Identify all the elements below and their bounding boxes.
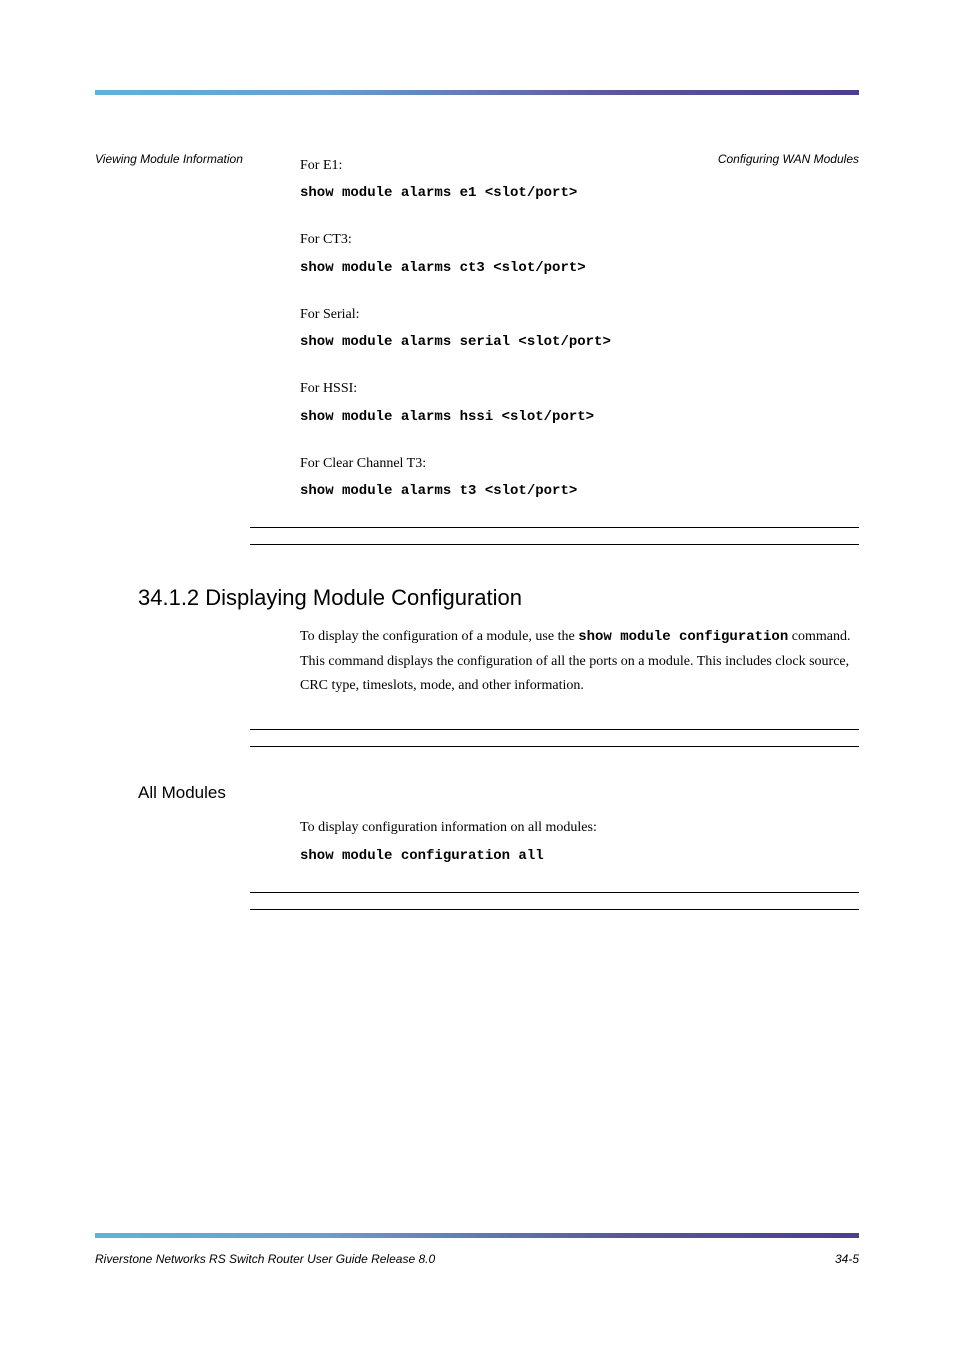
header-right: Configuring WAN Modules: [718, 152, 859, 166]
command-serial: show module alarms serial <slot/port>: [300, 334, 859, 350]
desc-part1: To display the configuration of a module…: [300, 629, 578, 644]
intro-ct3: For CT3:: [300, 229, 859, 251]
intro-t3: For Clear Channel T3:: [300, 453, 859, 475]
section-t3: For Clear Channel T3: show module alarms…: [300, 453, 859, 499]
footer-left: Riverstone Networks RS Switch Router Use…: [95, 1252, 435, 1266]
sub-heading: All Modules: [138, 783, 859, 803]
divider-line: [250, 544, 859, 545]
divider-line: [250, 746, 859, 747]
section-heading: 34.1.2 Displaying Module Configuration: [138, 585, 859, 611]
intro-hssi: For HSSI:: [300, 378, 859, 400]
top-gradient-bar: [95, 90, 859, 95]
main-content: For E1: show module alarms e1 <slot/port…: [0, 155, 954, 910]
divider-line: [250, 909, 859, 910]
section-hssi: For HSSI: show module alarms hssi <slot/…: [300, 378, 859, 424]
desc-command: show module configuration: [578, 629, 788, 645]
bottom-gradient-bar: [95, 1233, 859, 1238]
section-ct3: For CT3: show module alarms ct3 <slot/po…: [300, 229, 859, 275]
intro-serial: For Serial:: [300, 304, 859, 326]
header-left: Viewing Module Information: [95, 152, 243, 166]
all-command: show module configuration all: [300, 848, 859, 864]
command-hssi: show module alarms hssi <slot/port>: [300, 409, 859, 425]
command-ct3: show module alarms ct3 <slot/port>: [300, 260, 859, 276]
all-intro: To display configuration information on …: [300, 817, 859, 839]
description-text: To display the configuration of a module…: [300, 625, 859, 697]
section-serial: For Serial: show module alarms serial <s…: [300, 304, 859, 350]
command-e1: show module alarms e1 <slot/port>: [300, 185, 859, 201]
footer-right: 34-5: [835, 1252, 859, 1266]
command-t3: show module alarms t3 <slot/port>: [300, 483, 859, 499]
